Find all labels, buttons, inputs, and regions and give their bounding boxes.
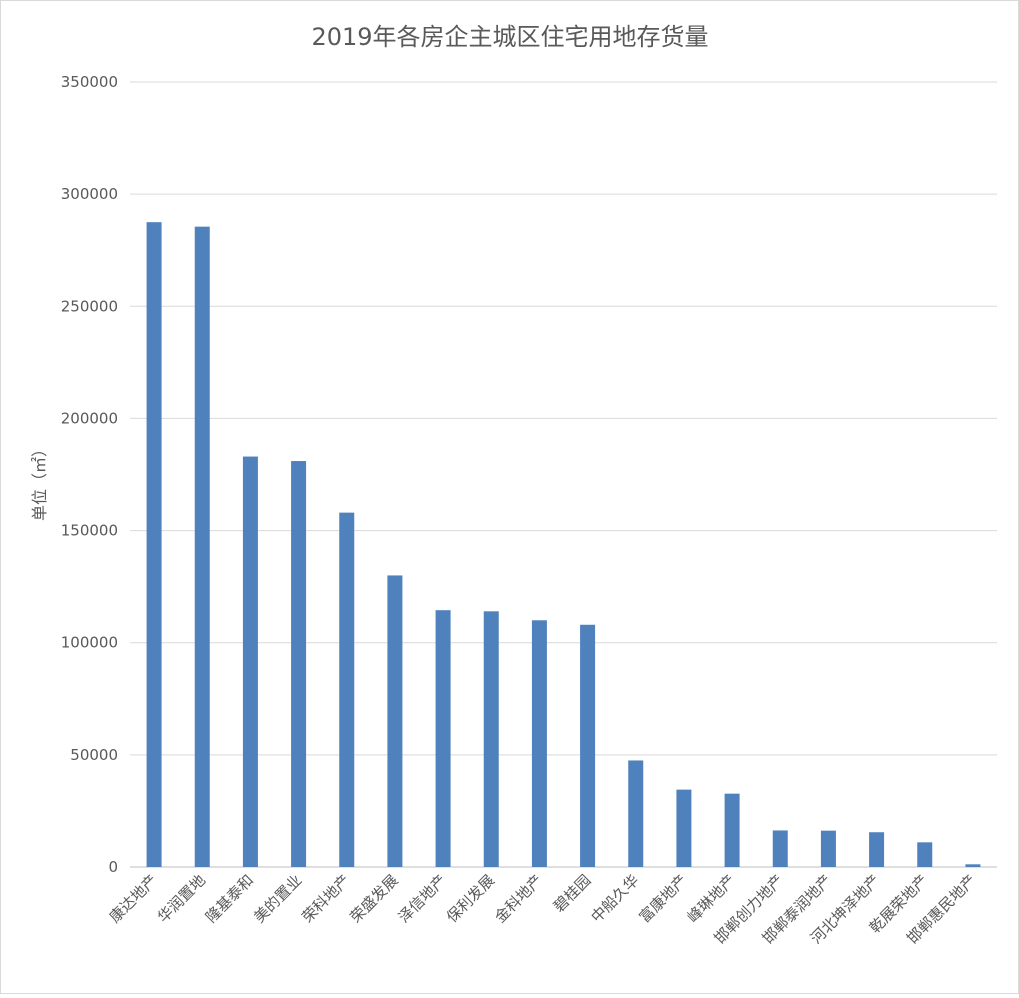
y-axis-ticks: 0 50000 100000 150000 200000 250000 300000 3500… — [61, 73, 118, 876]
x-tick-label: 泽信地产 — [395, 871, 450, 926]
gridlines — [130, 81, 997, 868]
y-tick-label: 200000 — [61, 409, 118, 427]
bar — [435, 610, 451, 867]
x-tick-label: 美的置业 — [250, 871, 305, 926]
bars — [146, 222, 981, 867]
bar — [242, 456, 258, 867]
x-tick-label: 隆基泰和 — [202, 871, 257, 926]
bar — [339, 512, 355, 867]
x-tick-label: 华润置地 — [154, 871, 209, 926]
x-tick-label: 荣盛发展 — [347, 871, 402, 926]
bar — [772, 830, 788, 867]
bar — [917, 842, 933, 867]
x-tick-label: 荣科地产 — [298, 871, 353, 926]
bar — [724, 793, 740, 867]
x-tick-label: 中船久华 — [587, 871, 642, 926]
bar — [628, 760, 644, 867]
bar — [483, 611, 499, 867]
bar — [820, 830, 836, 867]
bar — [965, 864, 981, 867]
bar — [531, 620, 547, 867]
bar — [869, 832, 885, 867]
bar — [676, 789, 692, 867]
x-tick-label: 康达地产 — [106, 871, 161, 926]
bar — [387, 575, 403, 867]
y-tick-label: 0 — [108, 858, 118, 876]
y-tick-label: 300000 — [61, 185, 118, 203]
bar — [146, 222, 162, 867]
y-tick-label: 250000 — [61, 297, 118, 315]
x-tick-label: 金科地产 — [491, 871, 546, 926]
bar — [291, 461, 307, 867]
bar — [194, 226, 210, 867]
y-tick-label: 350000 — [61, 73, 118, 91]
bar — [580, 624, 596, 867]
x-tick-label: 保利发展 — [443, 871, 498, 926]
y-tick-label: 100000 — [61, 634, 118, 652]
chart-title: 2019年各房企主城区住宅用地存货量 — [311, 23, 708, 51]
x-tick-label: 富康地产 — [636, 871, 691, 926]
x-tick-label: 碧桂园 — [550, 871, 595, 916]
y-tick-label: 150000 — [61, 522, 118, 540]
y-axis-label: 单位（㎡） — [30, 441, 49, 521]
y-tick-label: 50000 — [70, 746, 118, 764]
